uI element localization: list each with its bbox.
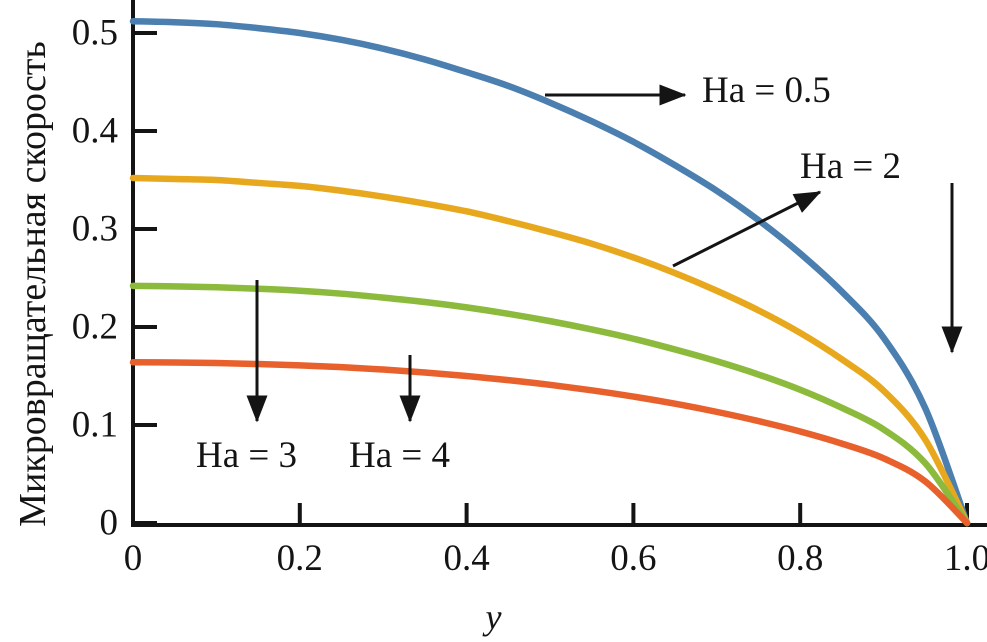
- x-axis-tick-label: 0.8: [777, 538, 824, 579]
- x-axis-tick-label: 0.2: [276, 538, 323, 579]
- y-axis-tick-label: 0.2: [71, 306, 118, 348]
- ha-4-annotation: Ha = 4: [349, 435, 451, 476]
- data-series-group: [129, 17, 971, 527]
- x-axis-title: y: [485, 597, 502, 637]
- y-axis-tick-label: 0.3: [71, 208, 118, 250]
- y-axis-tick-label: 0.4: [71, 110, 118, 152]
- x-axis-tick-label: 0: [123, 538, 143, 579]
- y-axis-title: Микровращательная скорость: [12, 41, 54, 527]
- x-axis-tick-label: 1.0: [943, 538, 987, 579]
- x-axis-tick-label: 0.4: [443, 538, 490, 579]
- series-line-1: [129, 17, 971, 527]
- x-axis-ticks: [131, 503, 969, 525]
- annotation-arrows-group: [246, 84, 963, 423]
- x-axis-tick-label: 0.6: [610, 538, 657, 579]
- series-line-2: [129, 174, 971, 527]
- series-line-4: [129, 359, 971, 527]
- series-line-3: [129, 282, 971, 527]
- ha-3-annotation: Ha = 3: [196, 435, 298, 476]
- axes-lines: [131, 0, 987, 527]
- ha-2-annotation-arrow: [672, 190, 822, 268]
- ha-0-5-annotation: Ha = 0.5: [702, 70, 831, 111]
- y-axis-tick-label: 0: [99, 502, 119, 544]
- y-axis-ticks: [133, 31, 157, 525]
- y-axis-tick-label: 0.1: [71, 404, 118, 446]
- ha-2-annotation: Ha = 2: [800, 146, 902, 187]
- y-axis-tick-label: 0.5: [71, 12, 118, 54]
